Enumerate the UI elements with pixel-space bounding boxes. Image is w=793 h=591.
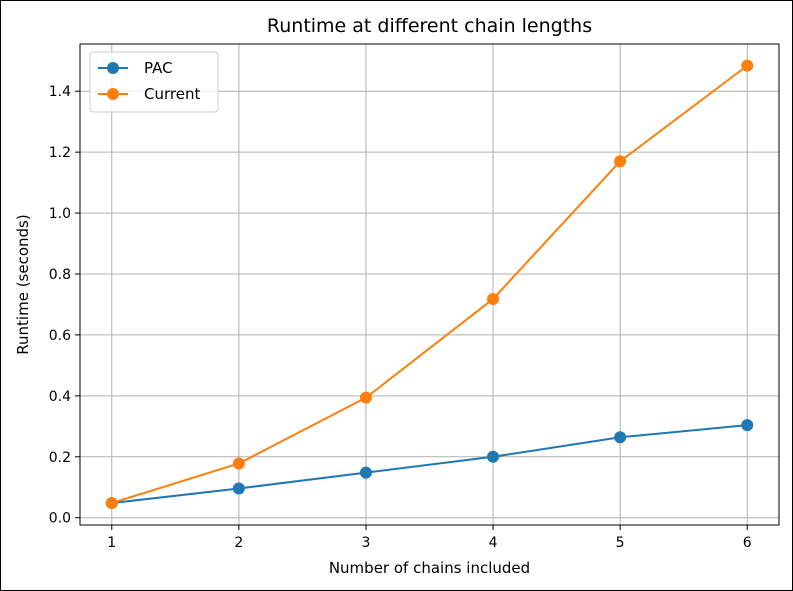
x-axis-label: Number of chains included [329, 559, 530, 577]
y-tick-label: 1.2 [49, 145, 71, 161]
plot-area [79, 43, 780, 526]
x-tick-label: 5 [616, 535, 625, 551]
legend-item-current: Current [98, 85, 200, 103]
x-tick-label: 2 [234, 535, 243, 551]
data-point-current [487, 292, 500, 305]
series-line-pac [111, 424, 748, 505]
series [105, 59, 754, 510]
data-point-pac [359, 466, 372, 479]
y-axis: 0.0 0.2 0.4 0.6 0.8 1.0 1.2 1.4 [49, 84, 80, 527]
series-pac [105, 419, 754, 510]
data-point-current [614, 155, 627, 168]
x-tick-label: 6 [743, 535, 752, 551]
data-point-current [741, 59, 754, 72]
y-tick-label: 1.0 [49, 206, 71, 222]
data-point-current [105, 497, 118, 510]
legend-marker-current [107, 88, 119, 100]
legend-label-current: Current [144, 85, 200, 103]
legend-item-pac: PAC [98, 59, 173, 77]
data-point-pac [232, 482, 245, 495]
y-tick-label: 0.2 [49, 450, 71, 466]
y-tick-label: 0.4 [49, 389, 71, 405]
y-tick-label: 0.8 [49, 267, 71, 283]
x-tick-label: 4 [489, 535, 498, 551]
x-tick-label: 1 [107, 535, 116, 551]
legend-marker-pac [107, 62, 119, 74]
grid [80, 44, 779, 525]
chart-title: Runtime at different chain lengths [267, 15, 592, 37]
series-current [105, 59, 754, 510]
y-tick-label: 1.4 [49, 84, 71, 100]
x-tick-label: 3 [361, 535, 370, 551]
series-line-current [111, 64, 748, 505]
data-point-current [359, 391, 372, 404]
data-point-current [232, 457, 245, 470]
x-axis: 1 2 3 4 5 6 [107, 525, 752, 551]
y-tick-label: 0.0 [49, 511, 71, 527]
data-point-pac [614, 431, 627, 444]
data-point-pac [741, 419, 754, 432]
legend-label-pac: PAC [144, 59, 173, 77]
y-tick-label: 0.6 [49, 328, 71, 344]
y-axis-label: Runtime (seconds) [14, 214, 32, 354]
legend: PAC Current [89, 51, 219, 113]
data-point-pac [487, 450, 500, 463]
